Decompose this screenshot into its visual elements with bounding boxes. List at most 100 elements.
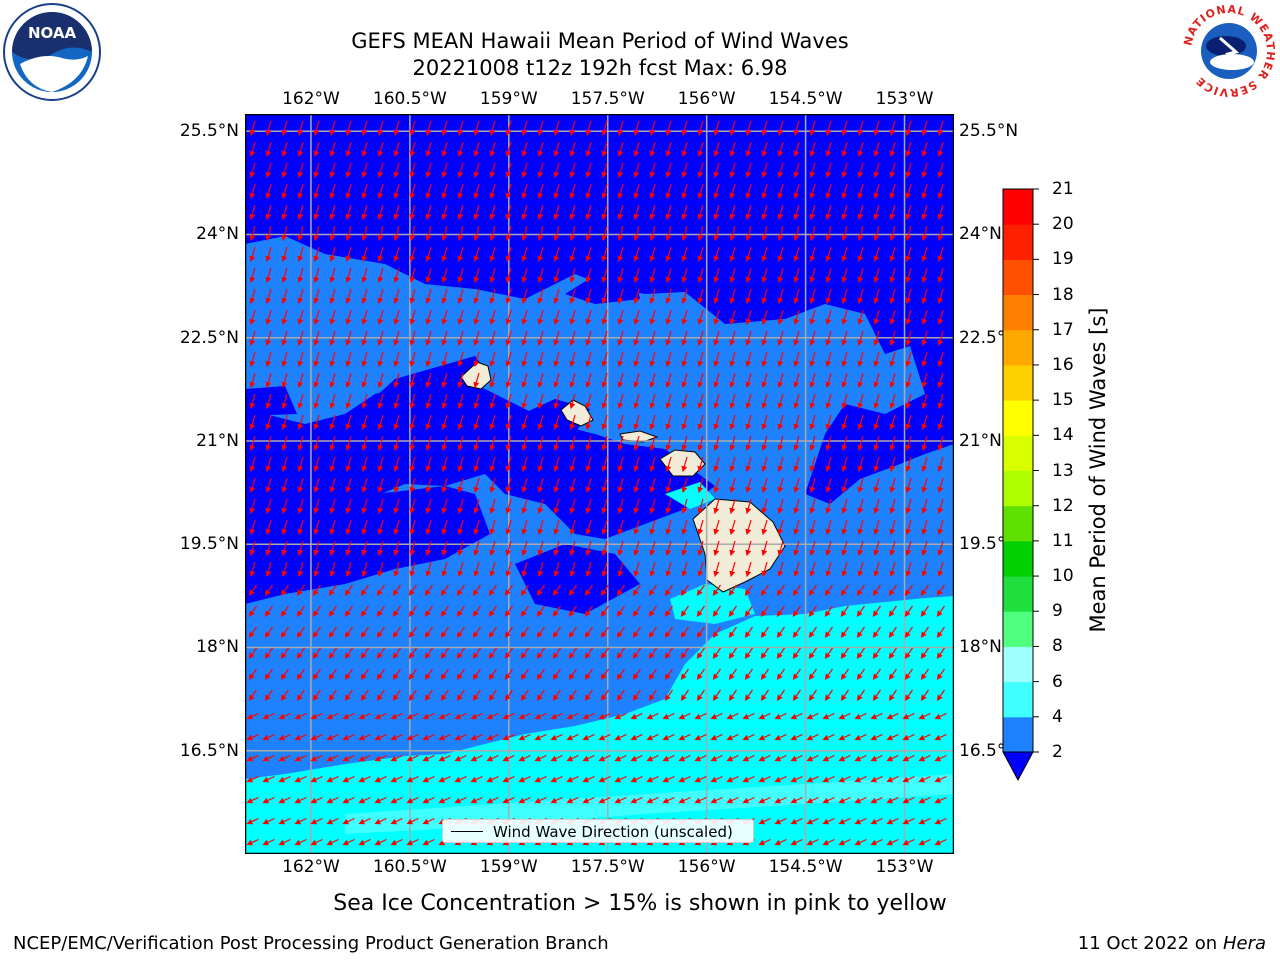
wave-direction-arrow (489, 393, 496, 410)
wave-direction-arrow (809, 204, 816, 221)
wave-direction-arrow (393, 435, 400, 452)
wave-direction-arrow (297, 225, 304, 242)
wave-direction-arrow (361, 267, 368, 284)
wave-direction-arrow (393, 204, 400, 221)
wave-direction-arrow (649, 330, 656, 347)
wave-direction-arrow (681, 456, 688, 473)
wave-direction-arrow (569, 477, 576, 494)
wave-direction-arrow (825, 477, 832, 494)
wave-direction-arrow (825, 330, 832, 347)
wave-direction-arrow (345, 183, 352, 200)
wave-direction-arrow (649, 351, 656, 368)
wave-direction-arrow (361, 246, 368, 263)
wave-direction-arrow (409, 477, 416, 494)
colorbar-tick-label: 11 (1052, 530, 1074, 551)
wave-direction-arrow (905, 267, 912, 284)
wave-direction-arrow (281, 204, 288, 221)
wave-direction-arrow (777, 246, 784, 263)
wave-direction-arrow (697, 183, 704, 200)
wave-direction-arrow (841, 183, 848, 200)
wave-direction-arrow (281, 288, 288, 305)
wave-direction-arrow (841, 414, 848, 431)
wave-direction-arrow (841, 204, 848, 221)
wave-direction-arrow (633, 498, 640, 515)
wave-direction-arrow (425, 393, 432, 410)
wave-direction-arrow (793, 225, 800, 242)
wave-direction-arrow (409, 183, 416, 200)
wave-direction-arrow (489, 288, 496, 305)
wave-direction-arrow (345, 414, 352, 431)
wave-direction-arrow (489, 372, 496, 389)
wave-direction-arrow (521, 372, 528, 389)
wave-direction-arrow (905, 330, 912, 347)
wave-direction-arrow (441, 330, 448, 347)
wave-direction-arrow (393, 330, 400, 347)
wave-direction-arrow (473, 372, 480, 389)
wave-direction-arrow (553, 456, 560, 473)
wave-direction-arrow (473, 204, 480, 221)
wave-direction-arrow (409, 351, 416, 368)
wind-wave-direction-arrows (246, 120, 947, 846)
wave-direction-arrow (409, 225, 416, 242)
wave-direction-arrow (761, 183, 768, 200)
wave-direction-arrow (809, 309, 816, 326)
wave-direction-arrow (569, 435, 576, 452)
wave-direction-arrow (617, 183, 624, 200)
wave-direction-arrow (585, 477, 592, 494)
wave-direction-arrow (313, 393, 320, 410)
wave-direction-arrow (281, 246, 288, 263)
wave-direction-arrow (809, 162, 816, 179)
wave-direction-arrow (793, 372, 800, 389)
wave-direction-arrow (921, 288, 928, 305)
wave-direction-arrow (585, 141, 592, 158)
wave-direction-arrow (681, 414, 688, 431)
wave-direction-arrow (297, 435, 304, 452)
wave-direction-arrow (345, 225, 352, 242)
wave-direction-arrow (665, 162, 672, 179)
wave-direction-arrow (937, 435, 944, 452)
wave-direction-arrow (329, 393, 336, 410)
wave-direction-arrow (617, 225, 624, 242)
wave-direction-arrow (713, 204, 720, 221)
wave-direction-arrow (329, 183, 336, 200)
wave-direction-arrow (601, 498, 608, 515)
wave-direction-arrow (921, 477, 928, 494)
wave-direction-arrow (553, 435, 560, 452)
wave-direction-arrow (441, 288, 448, 305)
wave-direction-arrow (553, 351, 560, 368)
wave-direction-arrow (281, 414, 288, 431)
wave-direction-arrow (745, 225, 752, 242)
wave-direction-arrow (521, 435, 528, 452)
wave-direction-arrow (937, 141, 944, 158)
wave-direction-arrow (585, 309, 592, 326)
wave-direction-arrow (649, 309, 656, 326)
wave-direction-arrow (761, 309, 768, 326)
colorbar-tick-label: 12 (1052, 495, 1074, 516)
wave-direction-arrow (713, 330, 720, 347)
wave-direction-arrow (857, 120, 864, 137)
colorbar-bin (1003, 224, 1033, 260)
wave-direction-arrow (505, 456, 512, 473)
wave-direction-arrow (489, 498, 496, 515)
wave-direction-arrow (873, 288, 880, 305)
wave-direction-arrow (697, 162, 704, 179)
wave-direction-arrow (425, 309, 432, 326)
wave-direction-arrow (745, 393, 752, 410)
wave-direction-arrow (697, 246, 704, 263)
wave-direction-arrow (585, 456, 592, 473)
wave-direction-arrow (761, 225, 768, 242)
wave-direction-arrow (457, 477, 464, 494)
wave-direction-arrow (457, 288, 464, 305)
wave-direction-arrow (297, 393, 304, 410)
wave-direction-arrow (473, 456, 480, 473)
wave-direction-arrow (313, 246, 320, 263)
wave-direction-arrow (729, 204, 736, 221)
lon-tick-bottom: 154.5°W (768, 857, 843, 877)
wave-direction-arrow (857, 246, 864, 263)
wave-direction-arrow (633, 456, 640, 473)
wave-direction-arrow (265, 288, 272, 305)
wave-direction-arrow (489, 246, 496, 263)
wave-direction-arrow (713, 435, 720, 452)
wave-direction-arrow (809, 414, 816, 431)
wave-direction-arrow (521, 414, 528, 431)
